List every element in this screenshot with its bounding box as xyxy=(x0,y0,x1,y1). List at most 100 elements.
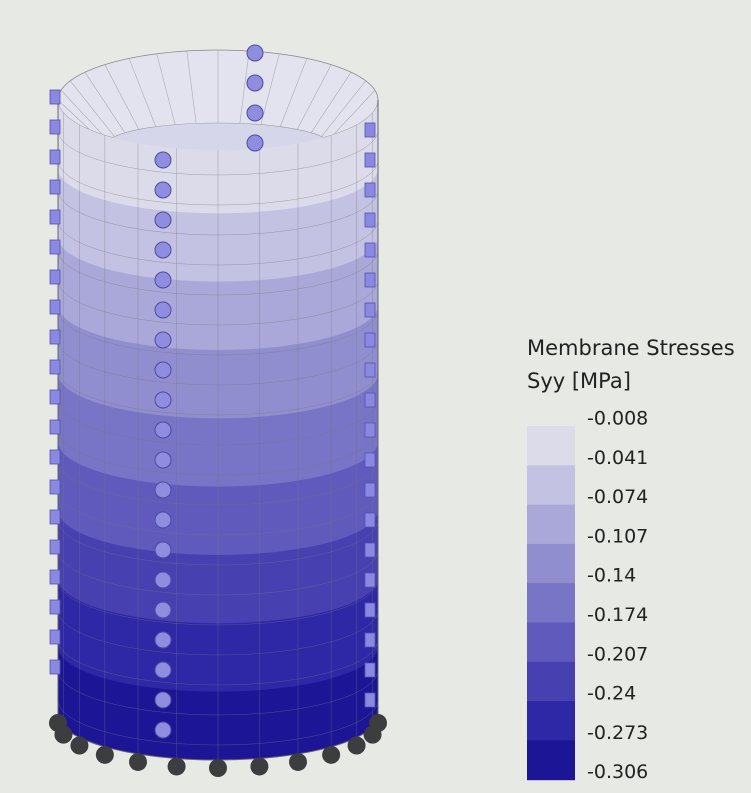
support xyxy=(154,691,172,709)
base-support xyxy=(250,757,269,776)
legend-swatch xyxy=(527,661,575,702)
support xyxy=(154,391,172,409)
mesh-line xyxy=(327,90,376,141)
support xyxy=(154,241,172,259)
mesh-line xyxy=(186,50,197,124)
legend-label: -0.041 xyxy=(587,447,648,469)
support xyxy=(154,361,172,379)
support xyxy=(49,539,61,555)
support xyxy=(154,151,172,169)
base-support xyxy=(167,757,186,776)
legend-label: -0.306 xyxy=(587,761,648,783)
legend-label: -0.207 xyxy=(587,643,648,665)
support xyxy=(364,302,376,318)
legend-swatch xyxy=(527,740,575,781)
support xyxy=(49,179,61,195)
support xyxy=(364,362,376,378)
legend-label: -0.174 xyxy=(587,604,648,626)
mesh-line xyxy=(260,53,280,125)
mesh-line xyxy=(128,58,157,127)
mesh-line xyxy=(156,53,176,125)
support xyxy=(49,209,61,225)
support xyxy=(364,182,376,198)
support xyxy=(49,419,61,435)
support xyxy=(154,601,172,619)
support xyxy=(49,389,61,405)
support xyxy=(364,542,376,558)
support xyxy=(364,272,376,288)
mesh-line xyxy=(310,72,352,133)
base-support xyxy=(322,745,341,764)
support xyxy=(49,359,61,375)
support xyxy=(154,451,172,469)
mesh-line xyxy=(60,90,109,141)
support xyxy=(364,422,376,438)
support xyxy=(246,44,264,62)
legend-label: -0.107 xyxy=(587,525,648,547)
support xyxy=(246,104,264,122)
support xyxy=(154,181,172,199)
legend-swatch xyxy=(527,701,575,741)
base-support xyxy=(347,736,366,755)
mesh-line xyxy=(84,72,126,133)
mesh-line xyxy=(279,58,308,127)
support xyxy=(154,721,172,739)
base-support xyxy=(289,752,307,771)
support xyxy=(49,509,61,525)
legend-label: -0.074 xyxy=(587,486,648,508)
support xyxy=(154,541,172,559)
legend-swatch xyxy=(527,426,575,466)
base-support xyxy=(54,725,73,744)
support xyxy=(49,269,61,285)
support xyxy=(364,602,376,618)
support xyxy=(49,119,61,135)
support xyxy=(364,212,376,228)
support xyxy=(154,661,172,679)
legend-subtitle: Syy [MPa] xyxy=(527,369,631,393)
mesh-line xyxy=(69,80,115,137)
legend-title: Membrane Stresses xyxy=(527,336,735,360)
support xyxy=(246,134,264,152)
mesh-line xyxy=(321,80,367,137)
mesh-line xyxy=(104,64,140,130)
support xyxy=(154,421,172,439)
legend-swatch xyxy=(527,583,575,623)
base-support xyxy=(95,745,114,764)
support xyxy=(364,392,376,408)
support xyxy=(49,329,61,345)
support xyxy=(364,572,376,588)
support xyxy=(49,149,61,165)
mesh-line xyxy=(296,64,332,130)
mesh-line xyxy=(239,50,250,124)
legend-swatch xyxy=(527,622,575,663)
legend-label: -0.273 xyxy=(587,722,648,744)
support xyxy=(246,74,264,92)
support xyxy=(364,632,376,648)
support xyxy=(364,332,376,348)
support xyxy=(154,301,172,319)
support xyxy=(154,481,172,499)
legend-label: -0.14 xyxy=(587,565,636,587)
support xyxy=(364,512,376,528)
support xyxy=(364,242,376,258)
legend: -0.008 -0.041 -0.074 -0.107 -0.14 -0.174 -0.20… xyxy=(527,408,648,783)
support xyxy=(364,692,376,708)
support xyxy=(49,239,61,255)
legend-swatch xyxy=(527,465,575,506)
support xyxy=(49,299,61,315)
support xyxy=(49,659,61,675)
support xyxy=(154,511,172,529)
legend-swatch xyxy=(527,504,575,545)
legend-swatch xyxy=(527,543,575,584)
support xyxy=(364,482,376,498)
support xyxy=(364,122,376,138)
support xyxy=(364,452,376,468)
support xyxy=(154,331,172,349)
legend-label: -0.008 xyxy=(587,408,648,430)
support xyxy=(49,629,61,645)
base-support xyxy=(70,736,89,755)
legend-label: -0.24 xyxy=(587,683,636,705)
silo-model xyxy=(49,44,387,777)
support xyxy=(154,571,172,589)
